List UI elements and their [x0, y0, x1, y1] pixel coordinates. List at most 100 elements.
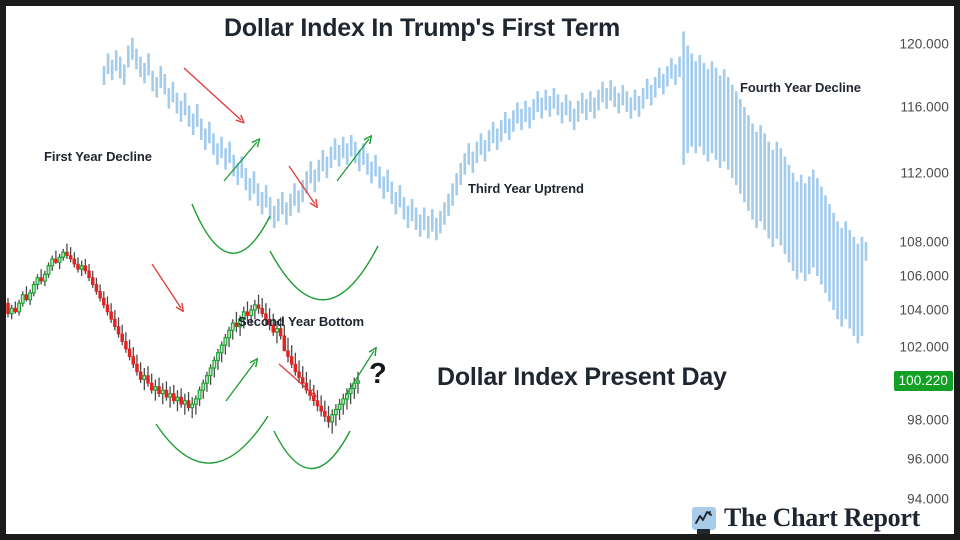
candle-up	[223, 337, 228, 346]
candle-down	[105, 304, 110, 313]
price-axis-tick: 98.000	[907, 412, 949, 428]
historical-bar	[540, 97, 544, 119]
historical-bar	[301, 179, 304, 203]
first-year-decline-arrow	[183, 67, 241, 120]
historical-bar	[451, 183, 454, 206]
price-series-svg	[6, 31, 868, 434]
historical-bar	[795, 181, 799, 280]
historical-bar	[471, 151, 475, 173]
candle-down	[83, 265, 88, 272]
historical-bar	[852, 236, 856, 336]
candle-up	[160, 389, 165, 395]
historical-bar	[439, 210, 442, 234]
chart-canvas: 120.000 116.000 112.000 108.000 106.000 104.0…	[6, 6, 954, 534]
historical-bar	[751, 123, 754, 220]
historical-bar	[718, 75, 722, 169]
historical-bar	[844, 221, 848, 320]
historical-bar	[208, 121, 211, 144]
historical-second-bottom-arc	[269, 245, 379, 301]
historical-bar	[147, 53, 150, 76]
candle-up	[197, 389, 202, 400]
historical-bar	[803, 183, 807, 282]
historical-bar	[106, 53, 110, 74]
candle-down	[289, 356, 294, 365]
candle-down	[98, 290, 102, 299]
historical-bar	[289, 193, 292, 217]
candle-down	[271, 324, 276, 333]
historical-bar	[212, 133, 215, 155]
candle-up	[182, 400, 187, 405]
historical-bar	[576, 100, 580, 122]
candle-up	[46, 265, 51, 275]
historical-bar	[228, 141, 231, 164]
historical-bar	[568, 100, 572, 122]
historical-bar	[483, 140, 487, 162]
price-axis-tick: 116.000	[900, 99, 949, 115]
price-axis-tick: 94.000	[907, 491, 949, 507]
candle-down	[300, 377, 305, 384]
candle-down	[256, 304, 261, 309]
historical-bar	[199, 118, 203, 140]
present-first-bottom-arc	[155, 415, 269, 464]
candle-down	[186, 400, 191, 409]
historical-bar	[179, 100, 183, 122]
candle-down	[267, 318, 272, 326]
historical-bar	[406, 205, 410, 229]
historical-bar	[232, 154, 235, 177]
historical-bar	[447, 193, 450, 217]
candle-down	[65, 251, 69, 256]
historical-bar	[151, 70, 154, 92]
candle-up	[20, 294, 25, 304]
historical-bar	[589, 91, 592, 112]
annotation-second-year-bottom: Second Year Bottom	[238, 314, 365, 329]
brand-name: The Chart Report	[724, 503, 920, 532]
candle-down	[245, 311, 250, 316]
historical-bar	[775, 141, 779, 239]
historical-bar	[276, 198, 280, 222]
historical-bar	[495, 128, 499, 150]
historical-bar	[524, 100, 527, 122]
candle-down	[164, 389, 169, 398]
historical-bar	[467, 143, 471, 165]
candle-up	[190, 403, 195, 409]
historical-bar	[285, 202, 288, 225]
candle-down	[90, 277, 95, 285]
candle-down	[282, 335, 287, 352]
historical-bar	[532, 99, 535, 121]
candle-down	[76, 263, 80, 270]
historical-bar	[333, 138, 337, 160]
candle-down	[157, 386, 161, 394]
historical-bar	[597, 89, 600, 111]
historical-bar	[378, 166, 381, 189]
historical-bar	[698, 55, 702, 147]
candle-up	[252, 304, 257, 311]
historical-bar	[512, 110, 515, 132]
candle-down	[323, 410, 327, 417]
candle-up	[61, 251, 66, 258]
historical-bar	[305, 171, 308, 194]
historical-bar	[204, 128, 207, 150]
current-price-badge[interactable]: 100.220	[893, 371, 953, 391]
candle-up	[175, 396, 180, 402]
historical-bar	[670, 58, 673, 79]
candle-down	[68, 255, 73, 260]
historical-bar	[195, 103, 199, 127]
historical-bar	[167, 88, 171, 109]
candle-down	[138, 371, 143, 380]
logo-tail	[697, 528, 710, 534]
plot-area	[6, 6, 880, 534]
candle-up	[274, 327, 279, 333]
historical-bar	[248, 178, 252, 201]
historical-bar	[735, 91, 738, 186]
candle-up	[230, 322, 235, 331]
historical-bar	[763, 133, 766, 230]
historical-bar	[832, 212, 835, 310]
historical-bar	[812, 169, 815, 268]
candle-down	[172, 393, 176, 402]
candle-up	[9, 307, 14, 315]
historical-bar	[613, 86, 616, 107]
candle-down	[149, 382, 154, 391]
historical-bar	[418, 214, 422, 237]
historical-bar	[220, 136, 223, 159]
historical-bar	[552, 88, 556, 109]
